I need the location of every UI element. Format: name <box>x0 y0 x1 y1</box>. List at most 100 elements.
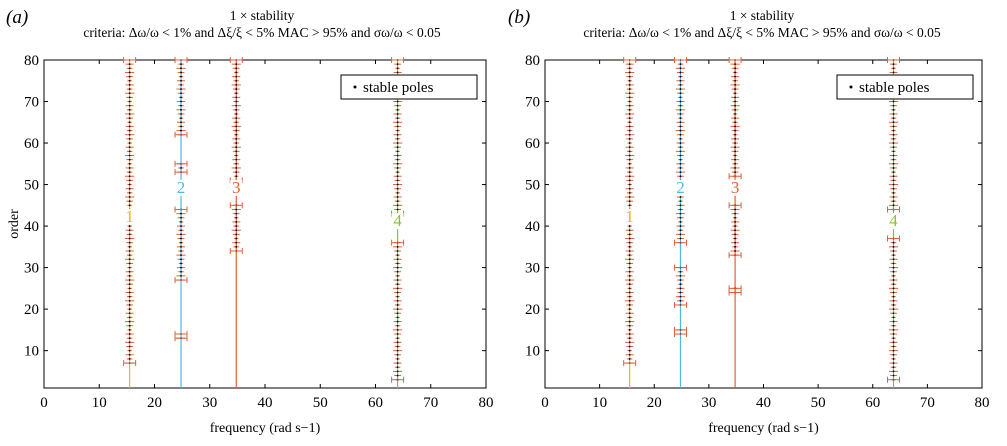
stable-pole <box>734 208 736 211</box>
stable-pole <box>734 108 736 111</box>
stable-pole <box>892 196 895 198</box>
stable-pole <box>734 129 736 132</box>
stable-pole <box>235 108 238 111</box>
legend-box <box>836 74 974 100</box>
stable-pole <box>180 216 182 219</box>
stable-pole <box>128 341 131 344</box>
stable-pole <box>892 333 895 335</box>
stable-pole <box>892 353 895 356</box>
stable-pole <box>128 75 131 78</box>
stable-pole <box>628 358 631 360</box>
stable-pole <box>628 133 631 136</box>
stable-pole <box>892 283 895 286</box>
y-tick-label: 40 <box>525 219 540 235</box>
stable-pole <box>396 63 399 66</box>
stable-pole <box>128 167 131 169</box>
stable-pole <box>734 171 736 174</box>
stable-pole <box>396 316 399 319</box>
stable-pole <box>235 229 238 232</box>
stable-pole <box>679 150 682 153</box>
stable-pole <box>734 150 736 153</box>
stable-pole <box>396 304 399 306</box>
stable-pole <box>396 183 399 186</box>
stable-pole <box>396 142 399 144</box>
stable-pole <box>734 250 736 252</box>
stable-pole <box>235 216 238 219</box>
stable-pole <box>235 63 238 66</box>
stable-pole <box>180 233 182 236</box>
stable-pole <box>892 204 895 207</box>
stable-pole <box>892 349 895 352</box>
stable-pole <box>628 146 631 149</box>
y-tick-label: 10 <box>525 344 540 360</box>
stable-pole <box>128 337 131 340</box>
stable-pole <box>628 333 631 335</box>
stable-pole <box>892 291 895 294</box>
mode-label-bg <box>674 179 687 196</box>
stable-pole <box>180 92 182 95</box>
x-tick-label: 20 <box>147 395 162 411</box>
stable-pole <box>128 108 131 111</box>
stable-pole <box>396 108 399 111</box>
stable-pole <box>180 225 182 227</box>
stable-pole <box>396 279 399 281</box>
stable-pole <box>734 88 736 90</box>
stable-pole <box>628 171 631 174</box>
stable-pole <box>892 121 895 124</box>
stable-pole <box>235 221 238 223</box>
stable-pole <box>628 279 631 281</box>
stable-pole <box>679 133 682 136</box>
stable-pole <box>396 283 399 286</box>
stable-pole <box>128 320 131 323</box>
stable-pole <box>235 158 238 161</box>
stable-pole <box>396 320 399 323</box>
stable-pole <box>628 183 631 186</box>
stable-pole <box>628 353 631 356</box>
stable-pole <box>734 92 736 95</box>
stable-pole <box>892 100 895 103</box>
stable-pole <box>396 349 399 352</box>
stable-pole <box>679 171 682 174</box>
stable-pole <box>679 104 682 107</box>
stable-pole <box>128 299 131 302</box>
stable-pole <box>396 291 399 294</box>
stable-pole <box>628 233 631 236</box>
stable-pole <box>628 196 631 198</box>
stable-pole <box>396 337 399 340</box>
stable-pole <box>628 258 631 261</box>
stable-pole <box>892 71 895 74</box>
stable-pole <box>396 133 399 136</box>
stable-pole <box>679 221 682 223</box>
stable-pole <box>396 71 399 74</box>
stable-pole <box>180 274 182 277</box>
stable-pole <box>235 225 238 227</box>
stable-pole <box>396 328 399 331</box>
mode-label-2: 2 <box>676 178 685 197</box>
plot-frame <box>544 59 983 389</box>
stable-pole <box>679 162 682 165</box>
stable-pole <box>396 204 399 207</box>
stable-pole <box>679 175 682 178</box>
stable-pole <box>679 84 682 86</box>
panel-a: (a) 1 × stability criteria: Δω/ω < 1% an… <box>6 7 494 436</box>
stable-pole <box>128 229 131 232</box>
stable-pole <box>396 167 399 169</box>
stable-pole <box>396 158 399 161</box>
y-axis-label: order <box>7 209 22 239</box>
stable-pole <box>396 308 399 311</box>
stable-pole <box>180 88 182 90</box>
stable-pole <box>628 270 631 273</box>
stable-pole <box>679 208 682 211</box>
stable-pole <box>679 200 682 203</box>
mode-label-bg <box>887 213 900 230</box>
stable-pole <box>892 287 895 290</box>
stable-pole <box>628 142 631 144</box>
x-tick-label: 0 <box>541 395 549 411</box>
stable-pole <box>180 67 182 70</box>
stable-pole <box>892 308 895 311</box>
x-axis-label: frequency (rad s−1) <box>708 421 819 436</box>
stable-pole <box>180 237 182 240</box>
panel-label-b: (b) <box>508 7 530 28</box>
stable-pole <box>892 299 895 302</box>
stable-pole <box>235 233 238 236</box>
